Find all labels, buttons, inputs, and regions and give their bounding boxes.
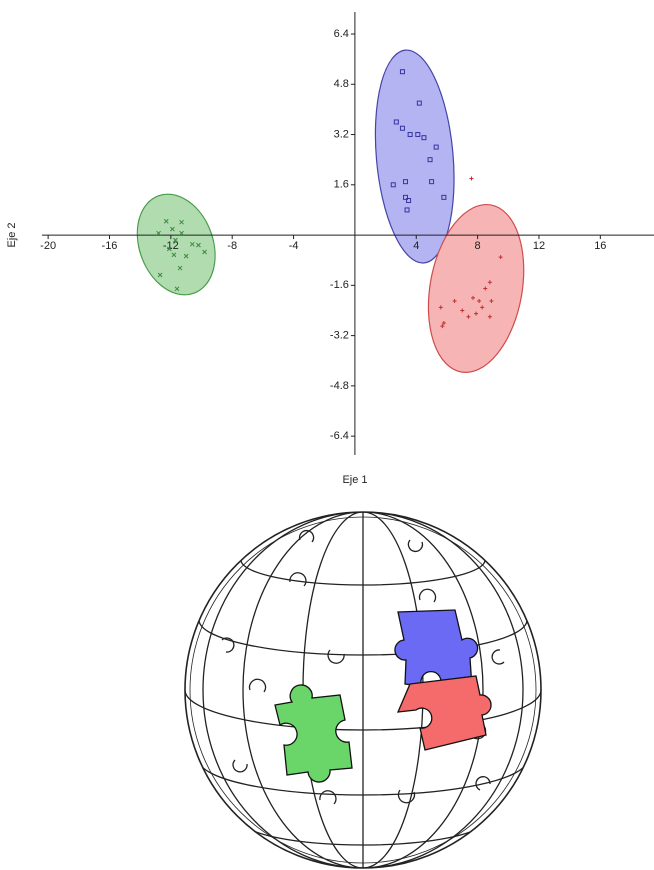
x-tick-label: -20 (40, 240, 56, 252)
x-tick-label: 16 (594, 240, 606, 252)
x-tick-label: 4 (413, 240, 419, 252)
y-tick-label: 6.4 (334, 28, 349, 40)
x-tick-label: -8 (227, 240, 237, 252)
x-tick-label: -16 (102, 240, 118, 252)
point (469, 177, 473, 181)
y-tick-label: -1.6 (330, 279, 349, 291)
x-tick-label: -4 (289, 240, 299, 252)
y-axis-label: Eje 2 (6, 222, 18, 247)
y-tick-label: -3.2 (330, 330, 349, 342)
y-tick-label: -4.8 (330, 380, 349, 392)
puzzle-sphere (0, 490, 654, 870)
x-tick-label: 8 (475, 240, 481, 252)
y-tick-label: 1.6 (334, 179, 349, 191)
puzzle-grid (185, 512, 541, 868)
y-tick-label: 4.8 (334, 78, 349, 90)
page: Eje 1 Eje 2 -20-16-12-8-44812166.44.83.2… (0, 0, 654, 870)
x-tick-label: 12 (533, 240, 545, 252)
y-tick-label: 3.2 (334, 128, 349, 140)
x-axis-label: Eje 1 (342, 474, 367, 486)
y-tick-label: -6.4 (330, 430, 349, 442)
